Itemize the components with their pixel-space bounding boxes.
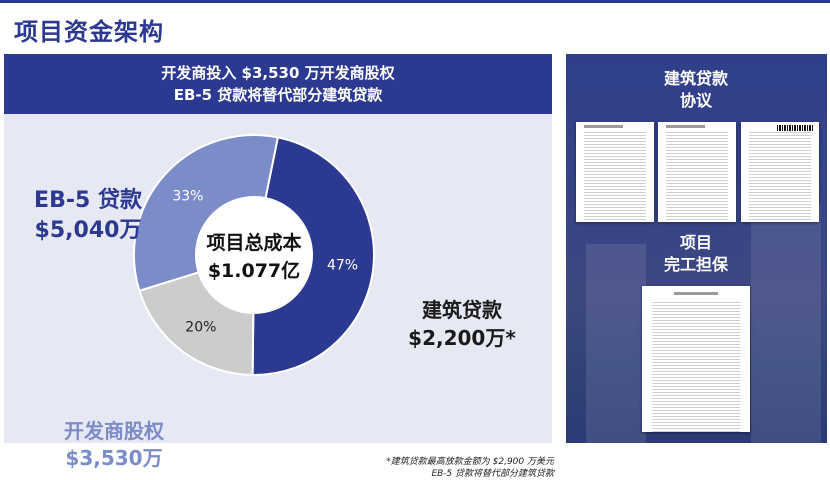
barcode-icon — [777, 125, 813, 131]
eb5-loan-name: EB-5 贷款 — [34, 188, 142, 213]
footnote-line-1: *建筑贷款最高放款金额为 $2,900 万美元 — [386, 457, 554, 467]
page-title: 项目资金架构 — [14, 18, 164, 46]
donut-center — [196, 197, 312, 313]
donut-center-label-0: 项目总成本 — [206, 231, 301, 254]
summary-banner: 开发商投入 $3,530 万开发商股权 EB-5 贷款将替代部分建筑贷款 — [4, 54, 552, 114]
banner-line-2: EB-5 贷款将替代部分建筑贷款 — [173, 86, 383, 104]
completion-guarantee-title: 项目 完工担保 — [626, 232, 766, 276]
background-building-shape — [586, 244, 646, 443]
donut-slice-0 — [251, 136, 375, 376]
donut-center-label-1: $1.077亿 — [208, 259, 300, 282]
donut-slice-label-0: 47% — [327, 257, 358, 273]
top-accent-line — [0, 0, 830, 3]
construction-loan-amount: $2,200万* — [408, 326, 516, 350]
footnote: *建筑贷款最高放款金额为 $2,900 万美元 EB-5 贷款将替代部分建筑贷款 — [334, 456, 554, 480]
construction-loan-agreement-title: 建筑贷款 协议 — [626, 68, 766, 112]
capital-structure-donut-chart: 47% 20% 33% 项目总成本 $1.077亿 — [133, 134, 375, 377]
eb5-loan-amount: $5,040万 — [34, 218, 142, 243]
loan-agreement-document-thumbnail[interactable] — [658, 122, 736, 222]
donut-slice-label-1: 20% — [185, 319, 216, 335]
donut-slice-label-2: 33% — [172, 188, 203, 204]
doc1-title-line-1: 建筑贷款 — [663, 69, 728, 88]
loan-agreement-document-thumbnail[interactable] — [576, 122, 654, 222]
documents-panel: 建筑贷款 协议 项目 完工担保 — [566, 54, 827, 443]
footnote-line-2: EB-5 贷款将替代部分建筑贷款 — [431, 469, 554, 479]
developer-equity-name: 开发商股权 — [64, 419, 164, 443]
doc2-title-line-2: 完工担保 — [663, 255, 728, 274]
loan-agreement-document-thumbnail[interactable] — [741, 122, 819, 222]
developer-equity-label: 开发商股权 $3,530万 — [34, 418, 194, 472]
eb5-loan-label: EB-5 贷款 $5,040万 — [8, 186, 168, 246]
banner-line-1: 开发商投入 $3,530 万开发商股权 — [161, 64, 395, 82]
background-building-shape — [751, 204, 821, 443]
construction-loan-label: 建筑贷款 $2,200万* — [402, 296, 522, 352]
doc1-title-line-2: 协议 — [679, 91, 712, 110]
funding-structure-panel: 开发商投入 $3,530 万开发商股权 EB-5 贷款将替代部分建筑贷款 47%… — [4, 54, 554, 479]
construction-loan-name: 建筑贷款 — [422, 298, 502, 322]
doc2-title-line-1: 项目 — [679, 233, 712, 252]
completion-guarantee-document-thumbnail[interactable] — [642, 286, 750, 432]
developer-equity-amount: $3,530万 — [65, 446, 163, 470]
